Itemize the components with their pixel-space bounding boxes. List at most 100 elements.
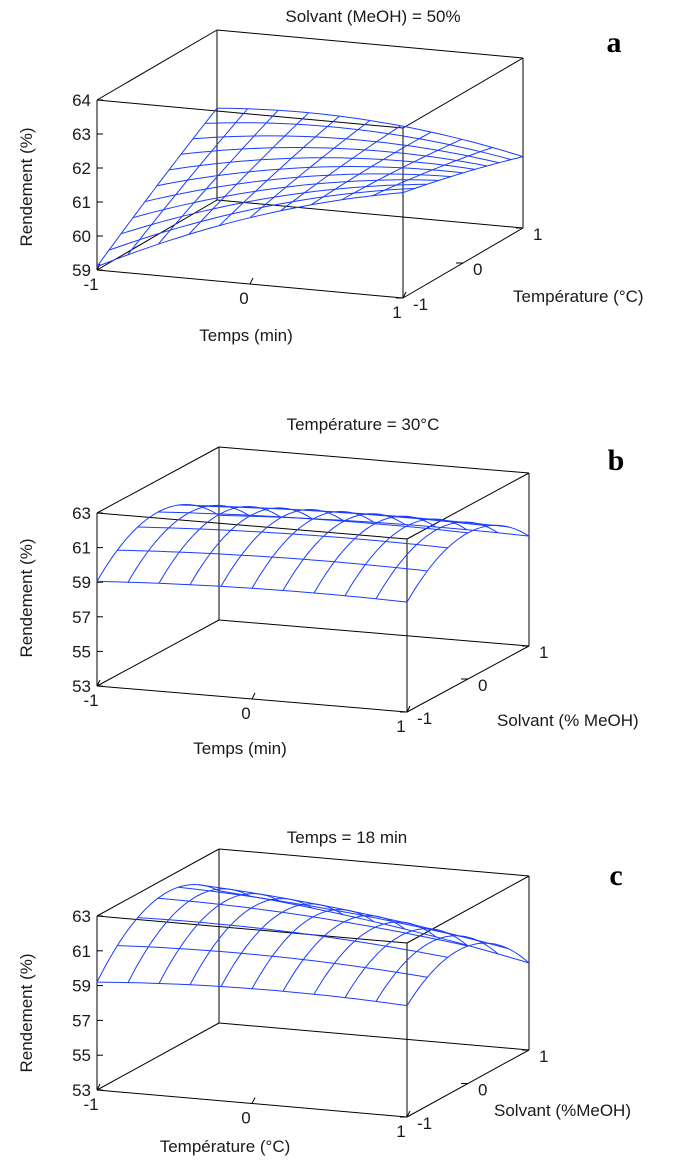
- z-tick-label: 59: [72, 977, 91, 996]
- x-tick-mark: [406, 705, 411, 713]
- surface-grid-line: [96, 580, 408, 603]
- surface-grid-line: [96, 981, 408, 1007]
- panel-label-b: b: [608, 444, 625, 477]
- z-tick-label: 57: [72, 608, 91, 627]
- surface-grid-line: [280, 125, 401, 212]
- surface-grid-line: [310, 131, 432, 206]
- x-tick-labels-c: -1 0 1: [83, 1095, 405, 1141]
- panel-label-c: c: [609, 859, 622, 892]
- surface-grid-line: [157, 109, 279, 245]
- x-tick-label: 1: [392, 303, 401, 322]
- x-tick-mark: [96, 1083, 101, 1091]
- x-tick-label: 0: [241, 704, 250, 723]
- z-tick-label: 63: [72, 125, 91, 144]
- y-axis-label-c: Solvant (%MeOH): [494, 1101, 631, 1120]
- surface-grid-line: [96, 883, 220, 983]
- axes-box-edge: [216, 29, 524, 59]
- y-tick-label: 1: [539, 1047, 548, 1066]
- z-tick-labels-a: 59 60 61 62 63 64: [72, 91, 91, 280]
- y-axis-label-a: Température (°C): [513, 287, 644, 306]
- z-tick-label: 53: [72, 677, 91, 696]
- z-axis-label-a: Rendement (%): [17, 127, 36, 246]
- z-tick-label: 61: [72, 942, 91, 961]
- x-axis-label-b: Temps (min): [193, 739, 287, 758]
- chart-panel-a: Solvant (MeOH) = 50% a 59 60 61 62 63 64 -1 0 1…: [17, 7, 644, 345]
- y-tick-labels-c: -1 0 1: [417, 1047, 548, 1133]
- surface-grid-line: [341, 138, 463, 201]
- axes-box-edge: [218, 848, 530, 877]
- x-tick-label: 0: [241, 1109, 250, 1128]
- x-tick-labels-b: -1 0 1: [83, 691, 405, 736]
- x-tick-mark: [251, 1097, 256, 1104]
- z-tick-label: 61: [72, 193, 91, 212]
- y-tick-label: -1: [417, 1114, 432, 1133]
- axes-box-edge: [96, 1022, 220, 1091]
- x-tick-label: -1: [83, 1095, 98, 1114]
- z-tick-label: 59: [72, 261, 91, 280]
- z-tick-label: 62: [72, 159, 91, 178]
- surface-grid-line: [96, 107, 218, 267]
- surface-grid-line: [251, 909, 375, 989]
- surface-grid-line: [406, 942, 530, 1006]
- z-tick-label: 53: [72, 1081, 91, 1100]
- y-tick-label: 0: [473, 260, 482, 279]
- surface-grid-line: [402, 156, 524, 194]
- x-axis-label-c: Température (°C): [160, 1137, 291, 1156]
- axes-box-edge: [96, 29, 218, 101]
- y-tick-label: 0: [478, 676, 487, 695]
- surface-grid-line: [96, 503, 220, 582]
- x-tick-labels-a: -1 0 1: [83, 275, 401, 322]
- axes-box-a: [96, 29, 524, 299]
- z-tick-label: 59: [72, 573, 91, 592]
- z-tick-label: 63: [72, 907, 91, 926]
- surface-grid-line: [220, 903, 344, 987]
- surface-grid-line: [127, 888, 251, 983]
- axes-box-c: [96, 848, 530, 1118]
- y-tick-labels-b: -1 0 1: [417, 643, 548, 728]
- z-tick-labels-b: 53 55 57 59 61 63: [72, 504, 91, 696]
- axes-box-edge: [406, 875, 530, 944]
- axes-box-edge: [406, 472, 530, 540]
- surface-grid-line: [168, 157, 476, 171]
- surface-grid-line: [157, 897, 469, 947]
- surface-grid-line: [406, 524, 530, 603]
- z-tick-labels-c: 53 55 57 59 61 63: [72, 907, 91, 1100]
- z-tick-label: 55: [72, 1046, 91, 1065]
- axes-box-edge: [218, 619, 530, 647]
- axes-box-b: [96, 446, 530, 713]
- axes-box-edge: [96, 446, 220, 514]
- axes-box-edge: [216, 199, 524, 229]
- surface-grid-line: [117, 549, 428, 572]
- axes-box-edge: [96, 512, 408, 540]
- surface-grid-line: [188, 112, 310, 235]
- axes-box-edge: [96, 619, 220, 687]
- chart-title-c: Temps = 18 min: [287, 828, 407, 847]
- surface-grid-line: [127, 504, 251, 583]
- chart-panel-b: Température = 30°C b 53 55 57 59 61 63 -1 0 1 -…: [17, 415, 639, 758]
- y-tick-labels-a: -1 0 1: [413, 225, 542, 314]
- surface-mesh-a: [96, 107, 524, 268]
- chart-title-b: Température = 30°C: [287, 415, 440, 434]
- axes-box-edge: [96, 848, 220, 917]
- surface-grid-line: [282, 513, 406, 591]
- z-tick-label: 55: [72, 642, 91, 661]
- panel-label-a: a: [607, 26, 622, 59]
- x-tick-label: -1: [83, 691, 98, 710]
- y-tick-label: 1: [533, 225, 542, 244]
- z-tick-label: 61: [72, 539, 91, 558]
- axes-box-edge: [218, 446, 530, 474]
- x-tick-label: 1: [396, 1122, 405, 1141]
- surface-grid-line: [375, 521, 499, 600]
- z-tick-label: 64: [72, 91, 91, 110]
- surface-grid-line: [344, 518, 468, 597]
- surface-grid-line: [313, 515, 437, 594]
- z-tick-label: 60: [72, 227, 91, 246]
- surface-grid-line: [372, 147, 493, 197]
- surface-grid-line: [189, 507, 313, 585]
- y-tick-label: -1: [417, 709, 432, 728]
- surface-grid-line: [220, 508, 344, 587]
- axes-box-edge: [96, 99, 404, 129]
- z-tick-label: 57: [72, 1011, 91, 1030]
